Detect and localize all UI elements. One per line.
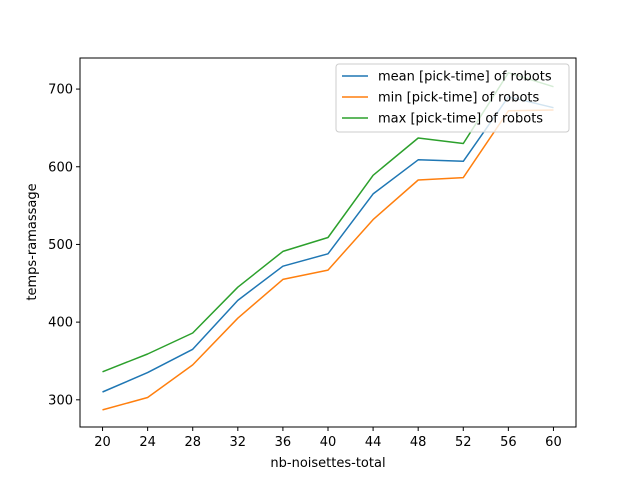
x-tick-label: 28 [184, 435, 201, 450]
series-line-0 [102, 96, 554, 393]
x-axis-label: nb-noisettes-total [270, 456, 385, 471]
y-tick-label: 300 [48, 393, 73, 408]
y-tick-label: 400 [48, 316, 73, 331]
x-tick-label: 36 [275, 435, 292, 450]
y-tick-label: 500 [48, 238, 73, 253]
x-tick-label: 40 [320, 435, 337, 450]
x-tick-label: 52 [455, 435, 472, 450]
legend: mean [pick-time] of robots min [pick-time… [335, 63, 570, 133]
x-tick-label: 48 [410, 435, 427, 450]
legend-label: mean [pick-time] of robots [378, 70, 552, 85]
x-tick-label: 32 [230, 435, 247, 450]
y-tick-label: 600 [48, 160, 73, 175]
x-tick-label: 44 [365, 435, 382, 450]
y-axis-label: temps-ramassage [25, 183, 40, 300]
x-tick-label: 24 [139, 435, 156, 450]
y-axis-ticks: 300 400 500 600 700 [48, 83, 80, 408]
series-line-1 [102, 109, 554, 411]
x-tick-label: 56 [500, 435, 517, 450]
legend-label: min [pick-time] of robots [378, 91, 540, 106]
legend-box [335, 63, 570, 133]
x-tick-label: 20 [94, 435, 111, 450]
x-tick-label: 60 [545, 435, 562, 450]
x-axis-ticks: 20 24 28 32 36 40 44 48 52 56 60 [94, 427, 562, 450]
legend-label: max [pick-time] of robots [378, 112, 543, 127]
y-tick-label: 700 [48, 83, 73, 98]
